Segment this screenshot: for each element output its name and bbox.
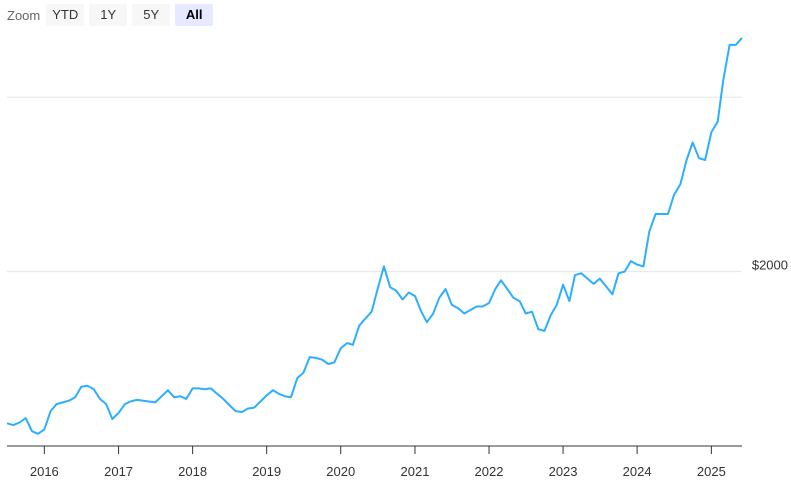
x-tick-label: 2023 <box>549 464 578 479</box>
x-tick-label: 2018 <box>178 464 207 479</box>
x-tick-label: 2022 <box>475 464 504 479</box>
zoom-all-button[interactable]: All <box>175 4 214 26</box>
x-tick-label: 2016 <box>30 464 59 479</box>
price-series-line <box>6 37 743 435</box>
x-tick-label: 2025 <box>697 464 726 479</box>
zoom-5y-button[interactable]: 5Y <box>132 4 171 26</box>
x-tick-label: 2017 <box>104 464 133 479</box>
grid-lines <box>7 96 742 273</box>
y-tick-label: $2000 <box>752 258 788 273</box>
x-tick-label: 2019 <box>252 464 281 479</box>
y-axis-labels: $2000 <box>752 258 788 273</box>
zoom-label: Zoom <box>7 7 41 23</box>
zoom-bar: Zoom YTD 1Y 5Y All <box>7 4 218 26</box>
x-tick-label: 2024 <box>623 464 652 479</box>
x-tick-label: 2021 <box>401 464 430 479</box>
x-tick-label: 2020 <box>326 464 355 479</box>
zoom-1y-button[interactable]: 1Y <box>89 4 128 26</box>
zoom-ytd-button[interactable]: YTD <box>46 4 85 26</box>
x-axis-ticks: 2016 2017 2018 2019 2020 2021 2022 2023 2024 2025 <box>30 446 726 479</box>
